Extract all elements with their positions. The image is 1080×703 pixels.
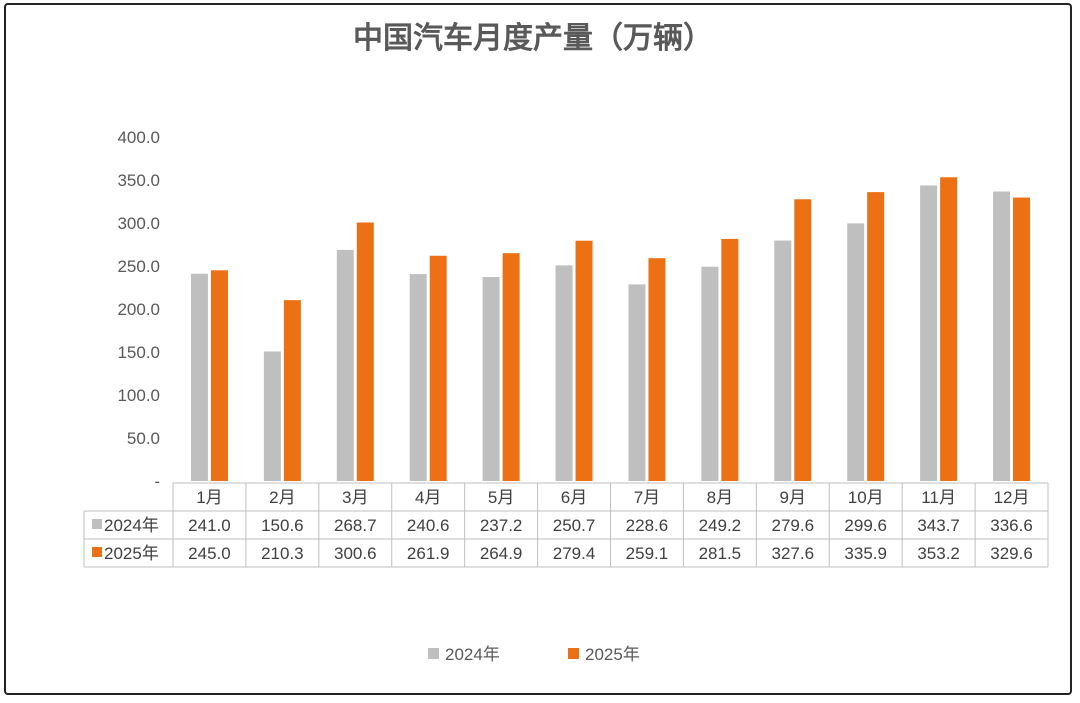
- data-label: 299.6: [844, 516, 887, 535]
- bar-2025: [721, 238, 739, 481]
- legend-label: 2024年: [445, 645, 500, 664]
- y-tick-label: 150.0: [117, 343, 160, 362]
- table-series-name: 2024年: [104, 516, 159, 535]
- legend-key: [428, 648, 439, 659]
- y-tick-label: 50.0: [127, 429, 160, 448]
- legend-key: [568, 648, 579, 659]
- bar-2025: [940, 177, 958, 482]
- data-table: 1月 2月 3月 4月 5月 6月 7月 8月 9月 10月 11月 12月 2024年 241.0 150…: [83, 482, 1049, 568]
- data-label: 237.2: [480, 516, 523, 535]
- data-label: 327.6: [772, 544, 815, 563]
- bar-2024: [555, 265, 573, 481]
- bar-2025: [429, 255, 447, 481]
- x-tick-label: 3月: [342, 488, 368, 507]
- bar-2024: [847, 223, 865, 481]
- bar-2024: [774, 240, 792, 481]
- bar-2024: [993, 191, 1011, 482]
- bar-2024: [628, 284, 646, 481]
- bar-2025: [648, 258, 666, 481]
- data-label: 210.3: [261, 544, 304, 563]
- x-tick-label: 9月: [780, 488, 806, 507]
- table-series-name: 2025年: [104, 544, 159, 563]
- data-label: 240.6: [407, 516, 450, 535]
- x-tick-label: 7月: [634, 488, 660, 507]
- bar-2025: [1013, 197, 1031, 481]
- data-label: 300.6: [334, 544, 377, 563]
- data-label: 268.7: [334, 516, 377, 535]
- x-tick-label: 2月: [269, 488, 295, 507]
- y-tick-label: 300.0: [117, 214, 160, 233]
- data-label: 353.2: [917, 544, 960, 563]
- x-tick-label: 1月: [196, 488, 222, 507]
- y-tick-label: 200.0: [117, 300, 160, 319]
- bar-2024: [336, 249, 354, 481]
- legend-label: 2025年: [585, 645, 640, 664]
- data-label: 228.6: [626, 516, 669, 535]
- x-tick-label: 5月: [488, 488, 514, 507]
- x-tick-label: 8月: [707, 488, 733, 507]
- data-label: 336.6: [990, 516, 1033, 535]
- x-tick-label: 12月: [994, 488, 1030, 507]
- data-label: 245.0: [188, 544, 231, 563]
- bar-2024: [409, 274, 427, 481]
- bar-2025: [356, 222, 374, 481]
- y-tick-label: -: [154, 472, 160, 491]
- bar-2025: [210, 270, 228, 481]
- data-label: 241.0: [188, 516, 231, 535]
- y-tick-label: 100.0: [117, 386, 160, 405]
- data-label: 343.7: [917, 516, 960, 535]
- x-tick-label: 11月: [921, 488, 956, 507]
- data-label: 250.7: [553, 516, 596, 535]
- data-label: 261.9: [407, 544, 450, 563]
- data-label: 150.6: [261, 516, 304, 535]
- bar-2025: [867, 192, 885, 481]
- legend: 2024年 2025年: [428, 645, 640, 664]
- y-tick-label: 400.0: [117, 128, 160, 147]
- chart-frame: [4, 3, 1072, 695]
- y-axis: - 50.0 100.0 150.0 200.0 250.0 300.0 350.0 400.0: [117, 128, 160, 491]
- data-label: 279.6: [772, 516, 815, 535]
- chart-title: 中国汽车月度产量（万辆）: [353, 21, 713, 55]
- data-label: 279.4: [553, 544, 596, 563]
- bar-2025: [502, 253, 520, 481]
- bars: [190, 177, 1031, 482]
- x-tick-label: 4月: [415, 488, 441, 507]
- x-tick-label: 10月: [848, 488, 884, 507]
- bar-2025: [283, 300, 301, 481]
- x-tick-label: 6月: [561, 488, 587, 507]
- table-legend-key: [92, 547, 102, 557]
- bar-2024: [920, 185, 938, 481]
- data-label: 281.5: [699, 544, 742, 563]
- y-tick-label: 350.0: [117, 171, 160, 190]
- data-label: 329.6: [990, 544, 1033, 563]
- bar-2024: [701, 266, 719, 481]
- data-label: 335.9: [844, 544, 887, 563]
- bar-2025: [575, 240, 593, 481]
- bar-2024: [190, 273, 208, 481]
- data-label: 259.1: [626, 544, 669, 563]
- table-legend-key: [92, 519, 102, 529]
- y-tick-label: 250.0: [117, 257, 160, 276]
- bar-2024: [263, 351, 281, 481]
- bar-2025: [794, 199, 812, 482]
- data-label: 264.9: [480, 544, 523, 563]
- bar-2024: [482, 277, 500, 481]
- data-label: 249.2: [699, 516, 742, 535]
